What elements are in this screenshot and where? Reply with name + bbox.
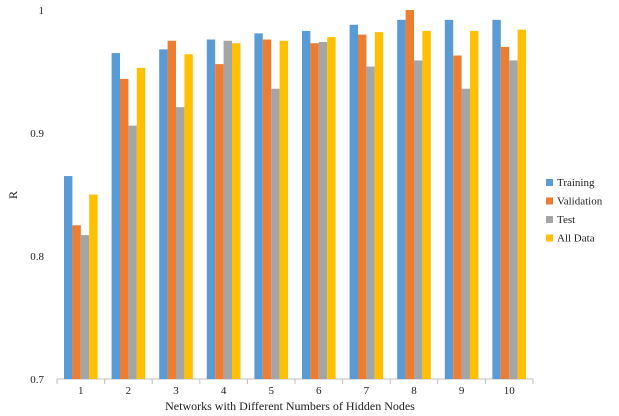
- bar-validation-9: [453, 55, 462, 379]
- x-axis-title: Networks with Different Numbers of Hidde…: [165, 399, 415, 413]
- bar-validation-10: [500, 46, 510, 380]
- bar-all-data-3: [184, 54, 193, 379]
- x-tick-label: 4: [221, 385, 227, 397]
- bar-validation-8: [405, 10, 414, 379]
- x-tick-label: 9: [459, 385, 465, 397]
- y-tick-label: 1: [39, 5, 45, 17]
- bar-validation-6: [310, 43, 319, 380]
- bar-all-data-7: [374, 32, 384, 379]
- bar-test-7: [366, 66, 375, 379]
- bar-training-6: [302, 30, 311, 379]
- bar-test-6: [318, 41, 328, 379]
- legend-label-training: Training: [557, 177, 595, 189]
- bar-test-1: [80, 235, 90, 379]
- bar-all-data-10: [517, 29, 526, 380]
- bar-all-data-6: [327, 37, 336, 380]
- legend: Training Validation Test All Data: [546, 177, 603, 245]
- x-tick-label: 2: [126, 385, 132, 397]
- bar-training-4: [206, 39, 216, 380]
- bar-all-data-4: [232, 43, 241, 380]
- y-tick-label: 0.9: [30, 128, 44, 140]
- bar-all-data-1: [89, 194, 98, 379]
- bar-test-3: [176, 107, 185, 380]
- legend-label-validation: Validation: [557, 196, 603, 208]
- bar-training-9: [444, 19, 454, 380]
- bar-test-8: [414, 60, 423, 380]
- legend-swatch-validation: [546, 197, 553, 205]
- x-axis-ticks: 1 2 3 4 5 6 7 8 9 10: [56, 379, 534, 397]
- bar-test-9: [461, 88, 470, 379]
- x-tick-label: 3: [173, 385, 179, 397]
- y-axis-ticks: 0.7 0.8 0.9 1: [30, 5, 44, 386]
- bar-test-10: [509, 60, 518, 380]
- x-tick-label: 1: [78, 385, 84, 397]
- bar-test-2: [128, 125, 137, 380]
- bar-test-4: [223, 40, 232, 379]
- legend-swatch-training: [546, 179, 553, 186]
- bar-training-2: [111, 53, 120, 380]
- x-tick-label: 8: [411, 385, 417, 397]
- legend-label-test: Test: [557, 214, 575, 226]
- bar-test-5: [271, 88, 280, 379]
- x-tick-label: 7: [364, 385, 370, 397]
- bar-training-8: [397, 19, 406, 380]
- bar-training-1: [64, 176, 73, 379]
- y-tick-label: 0.7: [30, 374, 44, 386]
- bar-training-3: [159, 49, 168, 380]
- bar-validation-4: [215, 64, 224, 380]
- bar-validation-7: [358, 34, 367, 379]
- bar-all-data-9: [470, 30, 479, 379]
- bar-validation-2: [120, 78, 129, 379]
- bar-training-10: [492, 19, 501, 380]
- y-tick-label: 0.8: [30, 251, 44, 263]
- legend-label-all-data: All Data: [557, 233, 595, 245]
- x-tick-label: 5: [268, 385, 274, 397]
- bars: [64, 10, 526, 380]
- y-axis-title: R: [6, 191, 20, 199]
- bar-all-data-5: [279, 40, 288, 379]
- bar-all-data-8: [422, 30, 431, 379]
- bar-training-7: [349, 24, 358, 379]
- bar-training-5: [254, 33, 263, 380]
- x-tick-label: 10: [504, 385, 516, 397]
- legend-swatch-all-data: [546, 234, 553, 242]
- legend-swatch-test: [546, 216, 553, 223]
- bar-validation-1: [72, 225, 81, 379]
- bar-all-data-2: [136, 67, 146, 379]
- bar-validation-3: [167, 40, 176, 379]
- x-tick-label: 6: [316, 385, 322, 397]
- bar-validation-5: [262, 39, 272, 380]
